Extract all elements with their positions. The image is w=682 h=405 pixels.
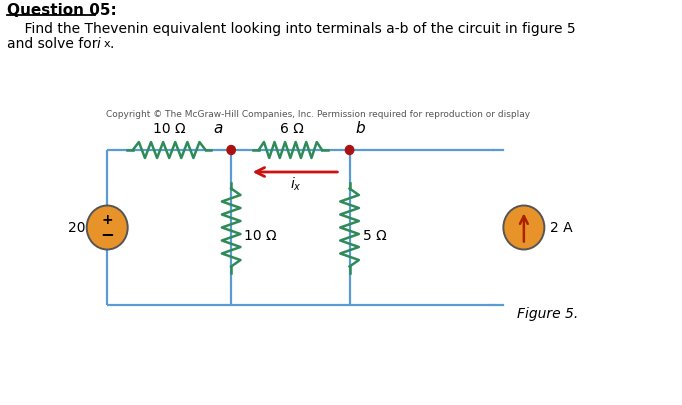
Text: 6 Ω: 6 Ω [280, 122, 304, 136]
Text: −: − [100, 226, 114, 243]
Text: +: + [102, 213, 113, 228]
Text: Question 05:: Question 05: [8, 3, 117, 18]
Text: Find the Thevenin equivalent looking into terminals a-b of the circuit in figure: Find the Thevenin equivalent looking int… [8, 22, 576, 36]
Text: i: i [97, 37, 101, 51]
Text: Copyright © The McGraw-Hill Companies, Inc. Permission required for reproduction: Copyright © The McGraw-Hill Companies, I… [106, 110, 530, 119]
Text: and solve for: and solve for [8, 37, 102, 51]
Text: b: b [356, 121, 366, 136]
Circle shape [87, 205, 128, 249]
Text: x: x [104, 39, 110, 49]
Text: 5 Ω: 5 Ω [363, 228, 387, 243]
Text: 2 A: 2 A [550, 220, 573, 234]
Text: Figure 5.: Figure 5. [517, 307, 578, 321]
Text: 10 Ω: 10 Ω [153, 122, 186, 136]
Circle shape [503, 205, 544, 249]
Text: .: . [110, 37, 115, 51]
Text: 20 V: 20 V [68, 220, 100, 234]
Text: 10 Ω: 10 Ω [244, 228, 277, 243]
Text: $i_x$: $i_x$ [290, 176, 302, 194]
Text: a: a [213, 121, 223, 136]
Circle shape [345, 145, 354, 154]
Circle shape [227, 145, 235, 154]
